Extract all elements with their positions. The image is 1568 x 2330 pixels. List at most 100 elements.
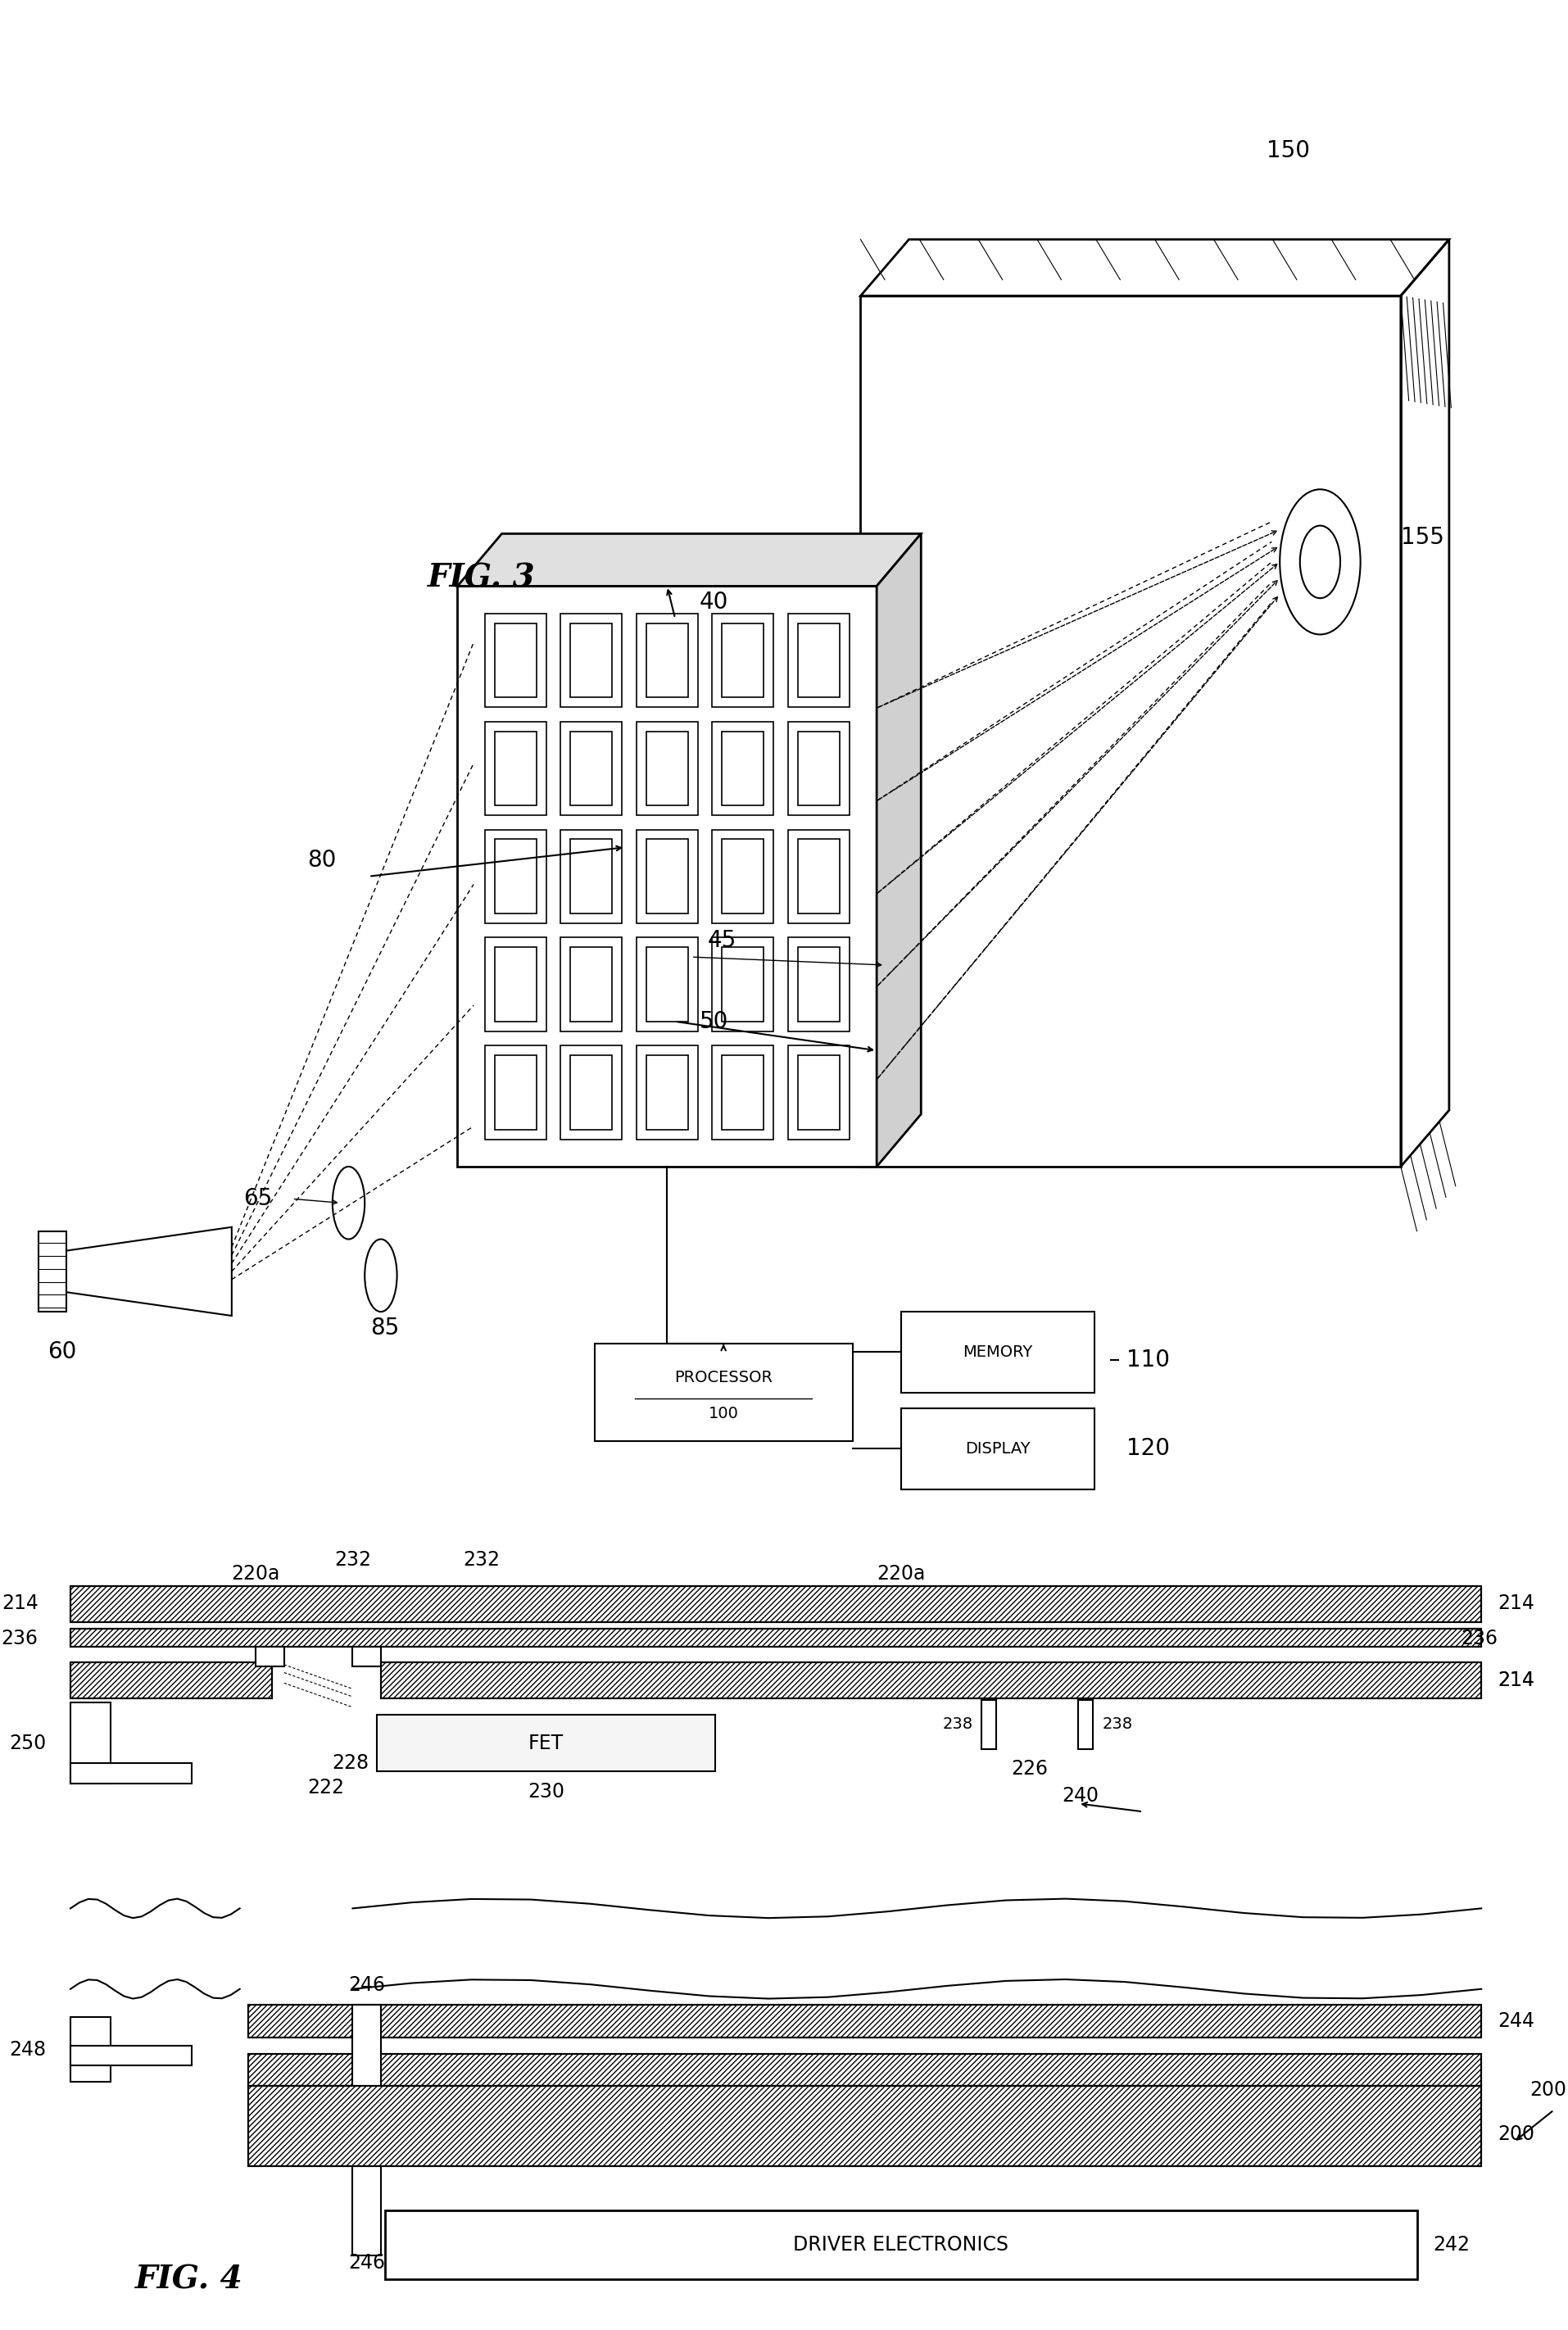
Text: 236: 236 — [2, 1629, 38, 1647]
Bar — [571, 1055, 612, 1130]
Text: 214: 214 — [1497, 1594, 1534, 1612]
Bar — [384, 2211, 1416, 2279]
Bar — [560, 937, 621, 1032]
Bar — [787, 1046, 848, 1139]
Bar — [646, 839, 688, 913]
Text: PROCESSOR: PROCESSOR — [674, 1370, 773, 1386]
Bar — [646, 1055, 688, 1130]
Text: 60: 60 — [49, 1340, 77, 1363]
Text: 240: 240 — [1062, 1785, 1099, 1806]
Text: 232: 232 — [463, 1549, 500, 1570]
Bar — [353, 1647, 381, 1666]
Text: DRIVER ELECTRONICS: DRIVER ELECTRONICS — [793, 2234, 1008, 2255]
Bar — [637, 1046, 698, 1139]
Bar — [560, 829, 621, 923]
Text: 250: 250 — [9, 1734, 45, 1752]
Bar — [646, 732, 688, 806]
Text: 110: 110 — [1126, 1349, 1170, 1372]
Text: 232: 232 — [334, 1549, 372, 1570]
Text: 220a: 220a — [232, 1563, 281, 1584]
Bar — [71, 1664, 271, 1699]
Bar — [637, 722, 698, 816]
Text: 50: 50 — [699, 1009, 728, 1032]
Text: 214: 214 — [1497, 1671, 1534, 1692]
Bar — [71, 2018, 111, 2081]
Polygon shape — [63, 1228, 232, 1316]
Bar — [646, 622, 688, 697]
Bar — [560, 722, 621, 816]
Text: 238: 238 — [942, 1717, 972, 1731]
Bar — [560, 1046, 621, 1139]
Bar — [381, 1664, 1480, 1699]
Bar — [248, 2085, 1480, 2167]
Text: 45: 45 — [707, 930, 735, 953]
Text: 246: 246 — [348, 1976, 386, 1994]
Bar — [71, 2046, 191, 2067]
FancyBboxPatch shape — [900, 1312, 1094, 1393]
Bar — [571, 622, 612, 697]
Bar — [71, 1587, 1480, 1622]
Text: 246: 246 — [348, 2253, 386, 2274]
Bar — [71, 1703, 111, 1782]
Bar — [721, 948, 764, 1021]
Text: 65: 65 — [243, 1188, 271, 1209]
Bar — [637, 829, 698, 923]
Bar — [485, 937, 546, 1032]
Bar — [797, 839, 839, 913]
Bar — [381, 1664, 1480, 1699]
Text: 150: 150 — [1265, 140, 1309, 163]
Bar — [712, 1046, 773, 1139]
Bar — [721, 1055, 764, 1130]
Bar — [787, 613, 848, 706]
Text: FIG. 3: FIG. 3 — [428, 562, 535, 594]
Bar — [494, 732, 536, 806]
Bar — [797, 1055, 839, 1130]
Bar — [485, 1046, 546, 1139]
Bar — [787, 937, 848, 1032]
Bar — [248, 2085, 1480, 2167]
Text: 85: 85 — [370, 1316, 400, 1340]
Text: FET: FET — [528, 1734, 563, 1752]
Polygon shape — [877, 534, 920, 1167]
Text: 228: 228 — [331, 1754, 368, 1773]
Bar — [712, 937, 773, 1032]
Bar — [71, 1664, 271, 1699]
Text: 40: 40 — [699, 592, 728, 613]
Polygon shape — [458, 587, 877, 1167]
Bar — [376, 1715, 715, 1771]
Bar — [485, 829, 546, 923]
Text: 226: 226 — [1011, 1759, 1047, 1778]
Bar — [712, 722, 773, 816]
Bar — [71, 1587, 1480, 1622]
Bar — [646, 948, 688, 1021]
Bar — [982, 1701, 996, 1750]
Bar — [787, 829, 848, 923]
Text: MEMORY: MEMORY — [963, 1344, 1032, 1361]
Polygon shape — [38, 1230, 66, 1312]
Bar — [797, 622, 839, 697]
Bar — [256, 1647, 284, 1666]
Text: 120: 120 — [1126, 1438, 1170, 1461]
Text: 244: 244 — [1497, 2011, 1534, 2032]
Bar — [485, 613, 546, 706]
Bar — [637, 937, 698, 1032]
Bar — [248, 2006, 1480, 2036]
Bar — [248, 2053, 1480, 2085]
Text: 222: 222 — [307, 1778, 345, 1796]
Text: 238: 238 — [1102, 1717, 1132, 1731]
Bar — [571, 732, 612, 806]
Text: 242: 242 — [1432, 2234, 1469, 2255]
Text: FIG. 4: FIG. 4 — [135, 2265, 243, 2295]
Bar — [571, 948, 612, 1021]
Text: 80: 80 — [307, 848, 337, 871]
Text: 230: 230 — [527, 1782, 564, 1801]
Bar — [797, 732, 839, 806]
Text: 200: 200 — [1497, 2125, 1534, 2144]
Bar — [571, 839, 612, 913]
Bar — [248, 2006, 1480, 2036]
FancyBboxPatch shape — [594, 1344, 851, 1440]
Bar — [353, 2006, 381, 2255]
Bar — [248, 2053, 1480, 2085]
Bar — [71, 1629, 1480, 1647]
Text: 236: 236 — [1460, 1629, 1497, 1647]
